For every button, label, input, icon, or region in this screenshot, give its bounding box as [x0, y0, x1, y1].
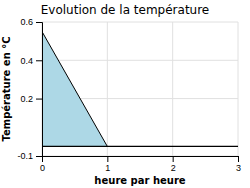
tick-label: 0	[40, 163, 45, 173]
tick: 2	[171, 156, 176, 173]
tick: 0	[40, 156, 45, 173]
tick: 3	[236, 156, 241, 173]
line	[42, 32, 107, 147]
chart-container: 0 1 2 3 -0.1 0.2 0.4 0.6 Evolution de la tempéra…	[0, 0, 250, 188]
tick-label: 1	[105, 163, 110, 173]
tick-mark	[36, 60, 42, 61]
chart-svg: 0 1 2 3 -0.1 0.2 0.4 0.6 Evolution de la tempéra…	[0, 0, 250, 188]
tick: -0.1	[17, 151, 42, 161]
axis-line	[43, 157, 239, 163]
baseline	[42, 146, 238, 147]
tick-mark	[107, 156, 108, 162]
grid	[42, 22, 238, 156]
grid-line-x	[238, 22, 239, 156]
tick-label: 0.2	[20, 94, 33, 104]
grid-line-x	[107, 22, 108, 156]
tick-label: 2	[171, 163, 176, 173]
tick-mark	[36, 156, 42, 157]
marks	[42, 32, 238, 147]
tick-mark	[36, 99, 42, 100]
grid-line-y	[42, 60, 238, 61]
tick-mark	[36, 22, 42, 23]
tick-label: 3	[236, 163, 241, 173]
tick: 0.6	[20, 17, 42, 27]
tick-label: -0.1	[17, 151, 33, 161]
tick: 0.2	[20, 94, 42, 104]
title: Evolution de la température	[41, 3, 210, 17]
y-label: Température en °C	[1, 36, 12, 141]
plot-area: 0 1 2 3 -0.1 0.2 0.4 0.6	[17, 17, 241, 173]
grid-line-x	[172, 22, 173, 156]
tick: 0.4	[20, 56, 42, 66]
x-axis: 0 1 2 3	[40, 156, 241, 173]
tick-label: 0.4	[20, 56, 33, 66]
tick-mark	[173, 156, 174, 162]
tick-mark	[238, 156, 239, 162]
tick-label: 0.6	[20, 17, 33, 27]
x-label: heure par heure	[94, 175, 185, 186]
tick: 1	[105, 156, 110, 173]
grid-line-y	[42, 22, 238, 23]
y-axis: -0.1 0.2 0.4 0.6	[17, 17, 42, 161]
axis-line	[36, 23, 43, 157]
area	[42, 32, 107, 147]
